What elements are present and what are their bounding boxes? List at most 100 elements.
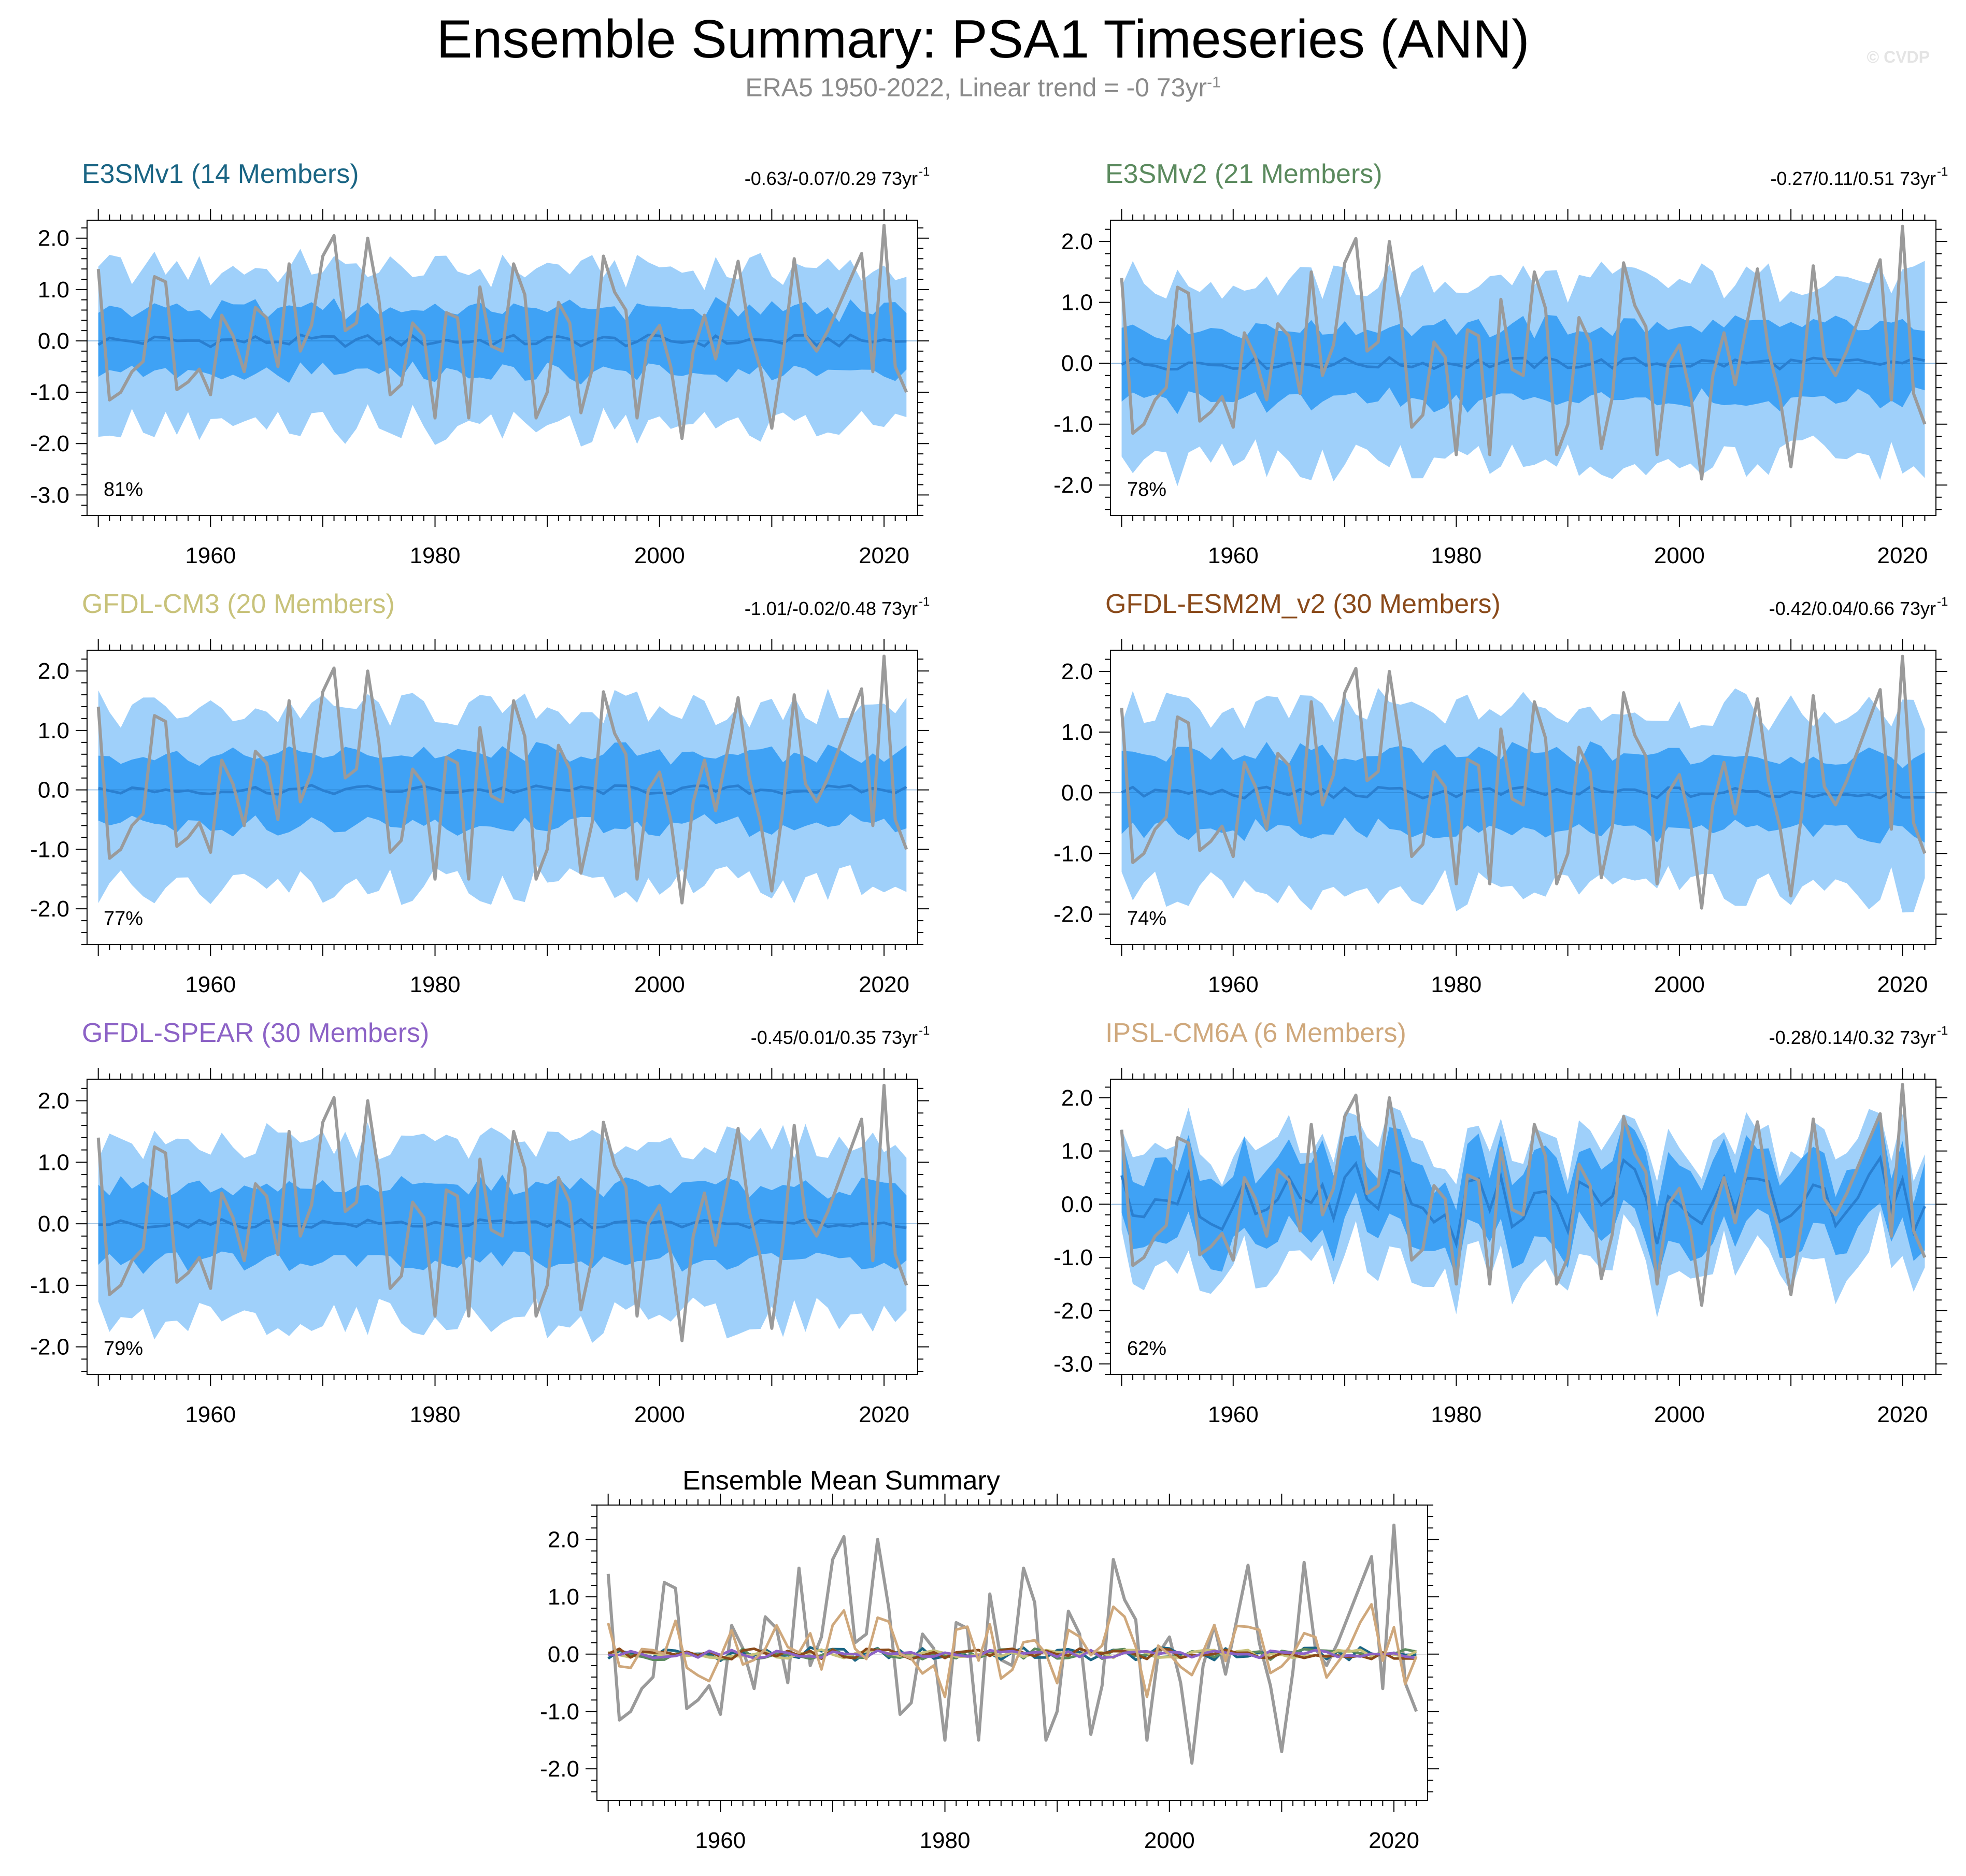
panel-gfdl-esm2m-v2-title: GFDL-ESM2M_v2 (30 Members): [1105, 589, 1501, 619]
panel-ipsl-cm6a-ytick-label: 0.0: [1061, 1192, 1093, 1217]
panel-gfdl-esm2m-v2-xtick-label: 2020: [1877, 972, 1928, 997]
summary-xtick-label: 2000: [1144, 1828, 1195, 1853]
panel-gfdl-spear-title: GFDL-SPEAR (30 Members): [82, 1018, 429, 1048]
panel-gfdl-esm2m-v2-ytick-label: -1.0: [1053, 841, 1093, 866]
summary-observed-line: [606, 1523, 1418, 1765]
panel-gfdl-cm3-xtick-label: 1980: [410, 972, 461, 997]
panel-e3smv1-ytick-label: 2.0: [38, 226, 69, 251]
panel-e3smv2-xtick-label: 1980: [1431, 543, 1481, 568]
panel-e3smv2-ytick-label: 0.0: [1061, 351, 1093, 376]
panel-e3smv2-ytick-label: -1.0: [1053, 412, 1093, 437]
panel-ipsl-cm6a: 2.0 1.0 0.0 -1.0 -2.0 -3.0 1960 1980 2000 2020 IPS…: [1053, 1018, 1948, 1427]
panel-gfdl-spear-observed-line: [96, 1083, 908, 1342]
panel-e3smv1-trend-exponent: -1: [919, 165, 930, 179]
summary-xtick-label: 2020: [1369, 1828, 1419, 1853]
panel-e3smv2-observed-line: [1120, 224, 1927, 481]
panel-gfdl-spear-percent-label: 79%: [104, 1338, 143, 1359]
panel-e3smv1-ytick-label: -1.0: [30, 380, 69, 405]
panel-gfdl-esm2m-v2-xtick-label: 1960: [1208, 972, 1259, 997]
panel-ipsl-cm6a-inner-spread-band: [1121, 1113, 1925, 1281]
panel-e3smv1-title: E3SMv1 (14 Members): [82, 159, 359, 189]
panel-gfdl-esm2m-v2-percent-label: 74%: [1127, 908, 1166, 929]
panel-gfdl-cm3-xtick-label: 2000: [634, 972, 685, 997]
panel-gfdl-spear-ensemble-mean-line: [98, 1218, 907, 1229]
panel-gfdl-esm2m-v2-observed-line: [1120, 654, 1927, 910]
panel-e3smv2-ytick-label: 2.0: [1061, 229, 1093, 254]
panel-ipsl-cm6a-percent-label: 62%: [1127, 1338, 1166, 1359]
panel-gfdl-cm3-title: GFDL-CM3 (20 Members): [82, 589, 395, 619]
panel-ipsl-cm6a-xtick-label: 2020: [1877, 1402, 1928, 1427]
panel-e3smv1-ytick-label: 1.0: [38, 277, 69, 303]
summary-ytick-label: 0.0: [548, 1642, 579, 1667]
panel-gfdl-esm2m-v2-trend-label: -0.42/0.04/0.66 73yr: [1769, 598, 1936, 619]
panel-gfdl-esm2m-v2-ytick-label: -2.0: [1053, 901, 1093, 927]
panel-ipsl-cm6a-ytick-label: -1.0: [1053, 1245, 1093, 1270]
panel-gfdl-cm3-trend-exponent: -1: [919, 595, 930, 609]
panel-e3smv2-ytick-label: -2.0: [1053, 472, 1093, 498]
panel-gfdl-cm3-ytick-label: 2.0: [38, 658, 69, 684]
summary-ytick-label: 1.0: [548, 1584, 579, 1610]
panel-gfdl-cm3-ytick-label: -1.0: [30, 837, 69, 862]
summary-ytick-label: -1.0: [540, 1699, 579, 1724]
panel-ipsl-cm6a-trend-exponent: -1: [1937, 1024, 1948, 1038]
panel-gfdl-cm3-ytick-label: 0.0: [38, 778, 69, 803]
summary-ytick-label: 2.0: [548, 1527, 579, 1552]
panel-e3smv1-xtick-label: 1980: [410, 543, 461, 568]
summary-line-gfdl-spear: [608, 1649, 1417, 1659]
panel-gfdl-spear-trend-exponent: -1: [919, 1024, 930, 1038]
cvdp-credit: © CVDP: [1867, 48, 1930, 66]
panel-e3smv2-xtick-label: 1960: [1208, 543, 1259, 568]
panel-e3smv2-xtick-label: 2000: [1654, 543, 1705, 568]
panel-ipsl-cm6a-trend-label: -0.28/0.14/0.32 73yr: [1769, 1027, 1936, 1048]
ensemble-mean-summary-panel: 2.0 1.0 0.0 -1.0 -2.0 1960 1980 2000 2020 Ensembl…: [540, 1466, 1439, 1853]
panel-gfdl-spear: 2.0 1.0 0.0 -1.0 -2.0 1960 1980 2000 2020 GFDL-SP…: [30, 1018, 930, 1427]
panel-gfdl-esm2m-v2-ytick-label: 1.0: [1061, 720, 1093, 745]
panel-gfdl-spear-ytick-label: -2.0: [30, 1335, 69, 1360]
panel-gfdl-cm3: 2.0 1.0 0.0 -1.0 -2.0 1960 1980 2000 2020 GFDL-CM…: [30, 589, 930, 997]
panel-ipsl-cm6a-xtick-label: 2000: [1654, 1402, 1705, 1427]
panel-gfdl-cm3-xtick-label: 1960: [185, 972, 236, 997]
panel-gfdl-esm2m-v2-ytick-label: 0.0: [1061, 780, 1093, 806]
summary-title: Ensemble Mean Summary: [682, 1466, 1000, 1496]
panel-gfdl-esm2m-v2-trend-exponent: -1: [1937, 595, 1948, 609]
panel-e3smv2-trend-label: -0.27/0.11/0.51 73yr: [1770, 168, 1936, 189]
panel-e3smv2-percent-label: 78%: [1127, 479, 1166, 500]
panel-ipsl-cm6a-ensemble-mean-line: [1120, 1154, 1926, 1249]
summary-line-ipsl-cm6a: [607, 1603, 1418, 1699]
panel-ipsl-cm6a-ytick-label: -3.0: [1053, 1351, 1093, 1377]
panel-e3smv1-xtick-label: 2020: [859, 543, 909, 568]
panel-gfdl-spear-trend-label: -0.45/0.01/0.35 73yr: [751, 1027, 918, 1048]
panel-gfdl-cm3-ytick-label: 1.0: [38, 718, 69, 743]
panel-e3smv1: 2.0 1.0 0.0 -1.0 -2.0 -3.0 1960 1980 2000 2020 E3S…: [30, 159, 930, 568]
panel-gfdl-esm2m-v2-ytick-label: 2.0: [1061, 659, 1093, 684]
panel-e3smv2-trend-exponent: -1: [1937, 165, 1948, 179]
panel-ipsl-cm6a-title: IPSL-CM6A (6 Members): [1105, 1018, 1406, 1048]
panel-ipsl-cm6a-ytick-label: 1.0: [1061, 1139, 1093, 1164]
figure-subtitle: ERA5 1950-2022, Linear trend = -0 73yr-1: [0, 73, 1966, 103]
panel-gfdl-spear-ytick-label: -1.0: [30, 1273, 69, 1298]
summary-ytick-label: -2.0: [540, 1756, 579, 1782]
panel-e3smv1-percent-label: 81%: [104, 479, 143, 500]
summary-xtick-label: 1980: [920, 1828, 971, 1853]
panel-gfdl-cm3-trend-label: -1.01/-0.02/0.48 73yr: [745, 598, 918, 619]
panel-gfdl-cm3-percent-label: 77%: [104, 908, 143, 929]
panel-e3smv1-trend-label: -0.63/-0.07/0.29 73yr: [745, 168, 918, 189]
panel-gfdl-spear-ytick-label: 0.0: [38, 1211, 69, 1237]
panel-e3smv1-observed-line: [96, 223, 908, 440]
panel-e3smv1-ytick-label: -3.0: [30, 482, 69, 508]
panel-gfdl-spear-xtick-label: 2020: [859, 1402, 909, 1427]
panel-e3smv2: 2.0 1.0 0.0 -1.0 -2.0 1960 1980 2000 2020 E3SMv2 …: [1053, 159, 1948, 568]
panel-gfdl-esm2m-v2-xtick-label: 1980: [1431, 972, 1481, 997]
figure-title: Ensemble Summary: PSA1 Timeseries (ANN): [436, 9, 1530, 69]
panel-gfdl-esm2m-v2-xtick-label: 2000: [1654, 972, 1705, 997]
panel-e3smv1-xtick-label: 2000: [634, 543, 685, 568]
panel-gfdl-cm3-ytick-label: -2.0: [30, 896, 69, 922]
panel-e3smv2-title: E3SMv2 (21 Members): [1105, 159, 1383, 189]
panel-ipsl-cm6a-ytick-label: -2.0: [1053, 1298, 1093, 1324]
panel-e3smv1-xtick-label: 1960: [185, 543, 236, 568]
panel-gfdl-spear-ytick-label: 1.0: [38, 1150, 69, 1175]
panel-gfdl-cm3-xtick-label: 2020: [859, 972, 909, 997]
panel-gfdl-esm2m-v2: 2.0 1.0 0.0 -1.0 -2.0 1960 1980 2000 2020 GFDL-ES…: [1053, 589, 1948, 997]
panel-gfdl-spear-ytick-label: 2.0: [38, 1089, 69, 1114]
